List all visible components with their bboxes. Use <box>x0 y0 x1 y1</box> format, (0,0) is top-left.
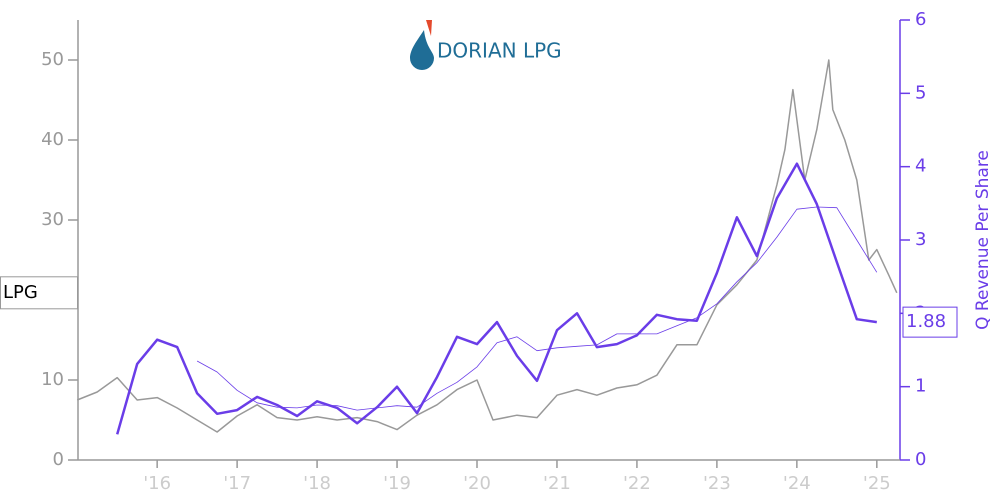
x-tick-label: '22 <box>623 473 651 494</box>
x-tick-label: '20 <box>463 473 491 494</box>
y2-tick-label: 1 <box>915 376 926 397</box>
y2-tick-label: 4 <box>915 156 926 177</box>
revenue-tag-box <box>902 306 958 338</box>
series-line <box>115 162 877 435</box>
revenue-tag: 1.88 <box>906 311 946 332</box>
logo-flame <box>426 20 432 36</box>
y2-tick-label: 0 <box>915 449 926 470</box>
y-tick-label: 50 <box>41 49 64 70</box>
x-tick-label: '17 <box>223 473 251 494</box>
x-tick-label: '16 <box>143 473 171 494</box>
x-tick-label: '25 <box>863 473 891 494</box>
y-tick-label: 30 <box>41 209 64 230</box>
y2-axis-label: Q Revenue Per Share <box>973 150 993 330</box>
x-tick-label: '24 <box>783 473 811 494</box>
price-tag: LPG <box>3 282 38 303</box>
x-tick-label: '19 <box>383 473 411 494</box>
logo: DORIAN LPG <box>410 20 562 70</box>
y2-tick-label: 3 <box>915 229 926 250</box>
y2-tick-label: 5 <box>915 82 926 103</box>
logo-drop <box>410 30 434 70</box>
logo-text: DORIAN LPG <box>437 39 562 63</box>
x-tick-label: '23 <box>703 473 731 494</box>
series-line <box>196 206 878 411</box>
y-tick-label: 0 <box>53 449 64 470</box>
x-tick-label: '18 <box>303 473 331 494</box>
series-line <box>76 59 898 433</box>
price-tag-box <box>0 276 78 310</box>
y-tick-label: 40 <box>41 129 64 150</box>
y2-tick-label: 6 <box>915 9 926 30</box>
y-tick-label: 10 <box>41 369 64 390</box>
x-tick-label: '21 <box>543 473 571 494</box>
